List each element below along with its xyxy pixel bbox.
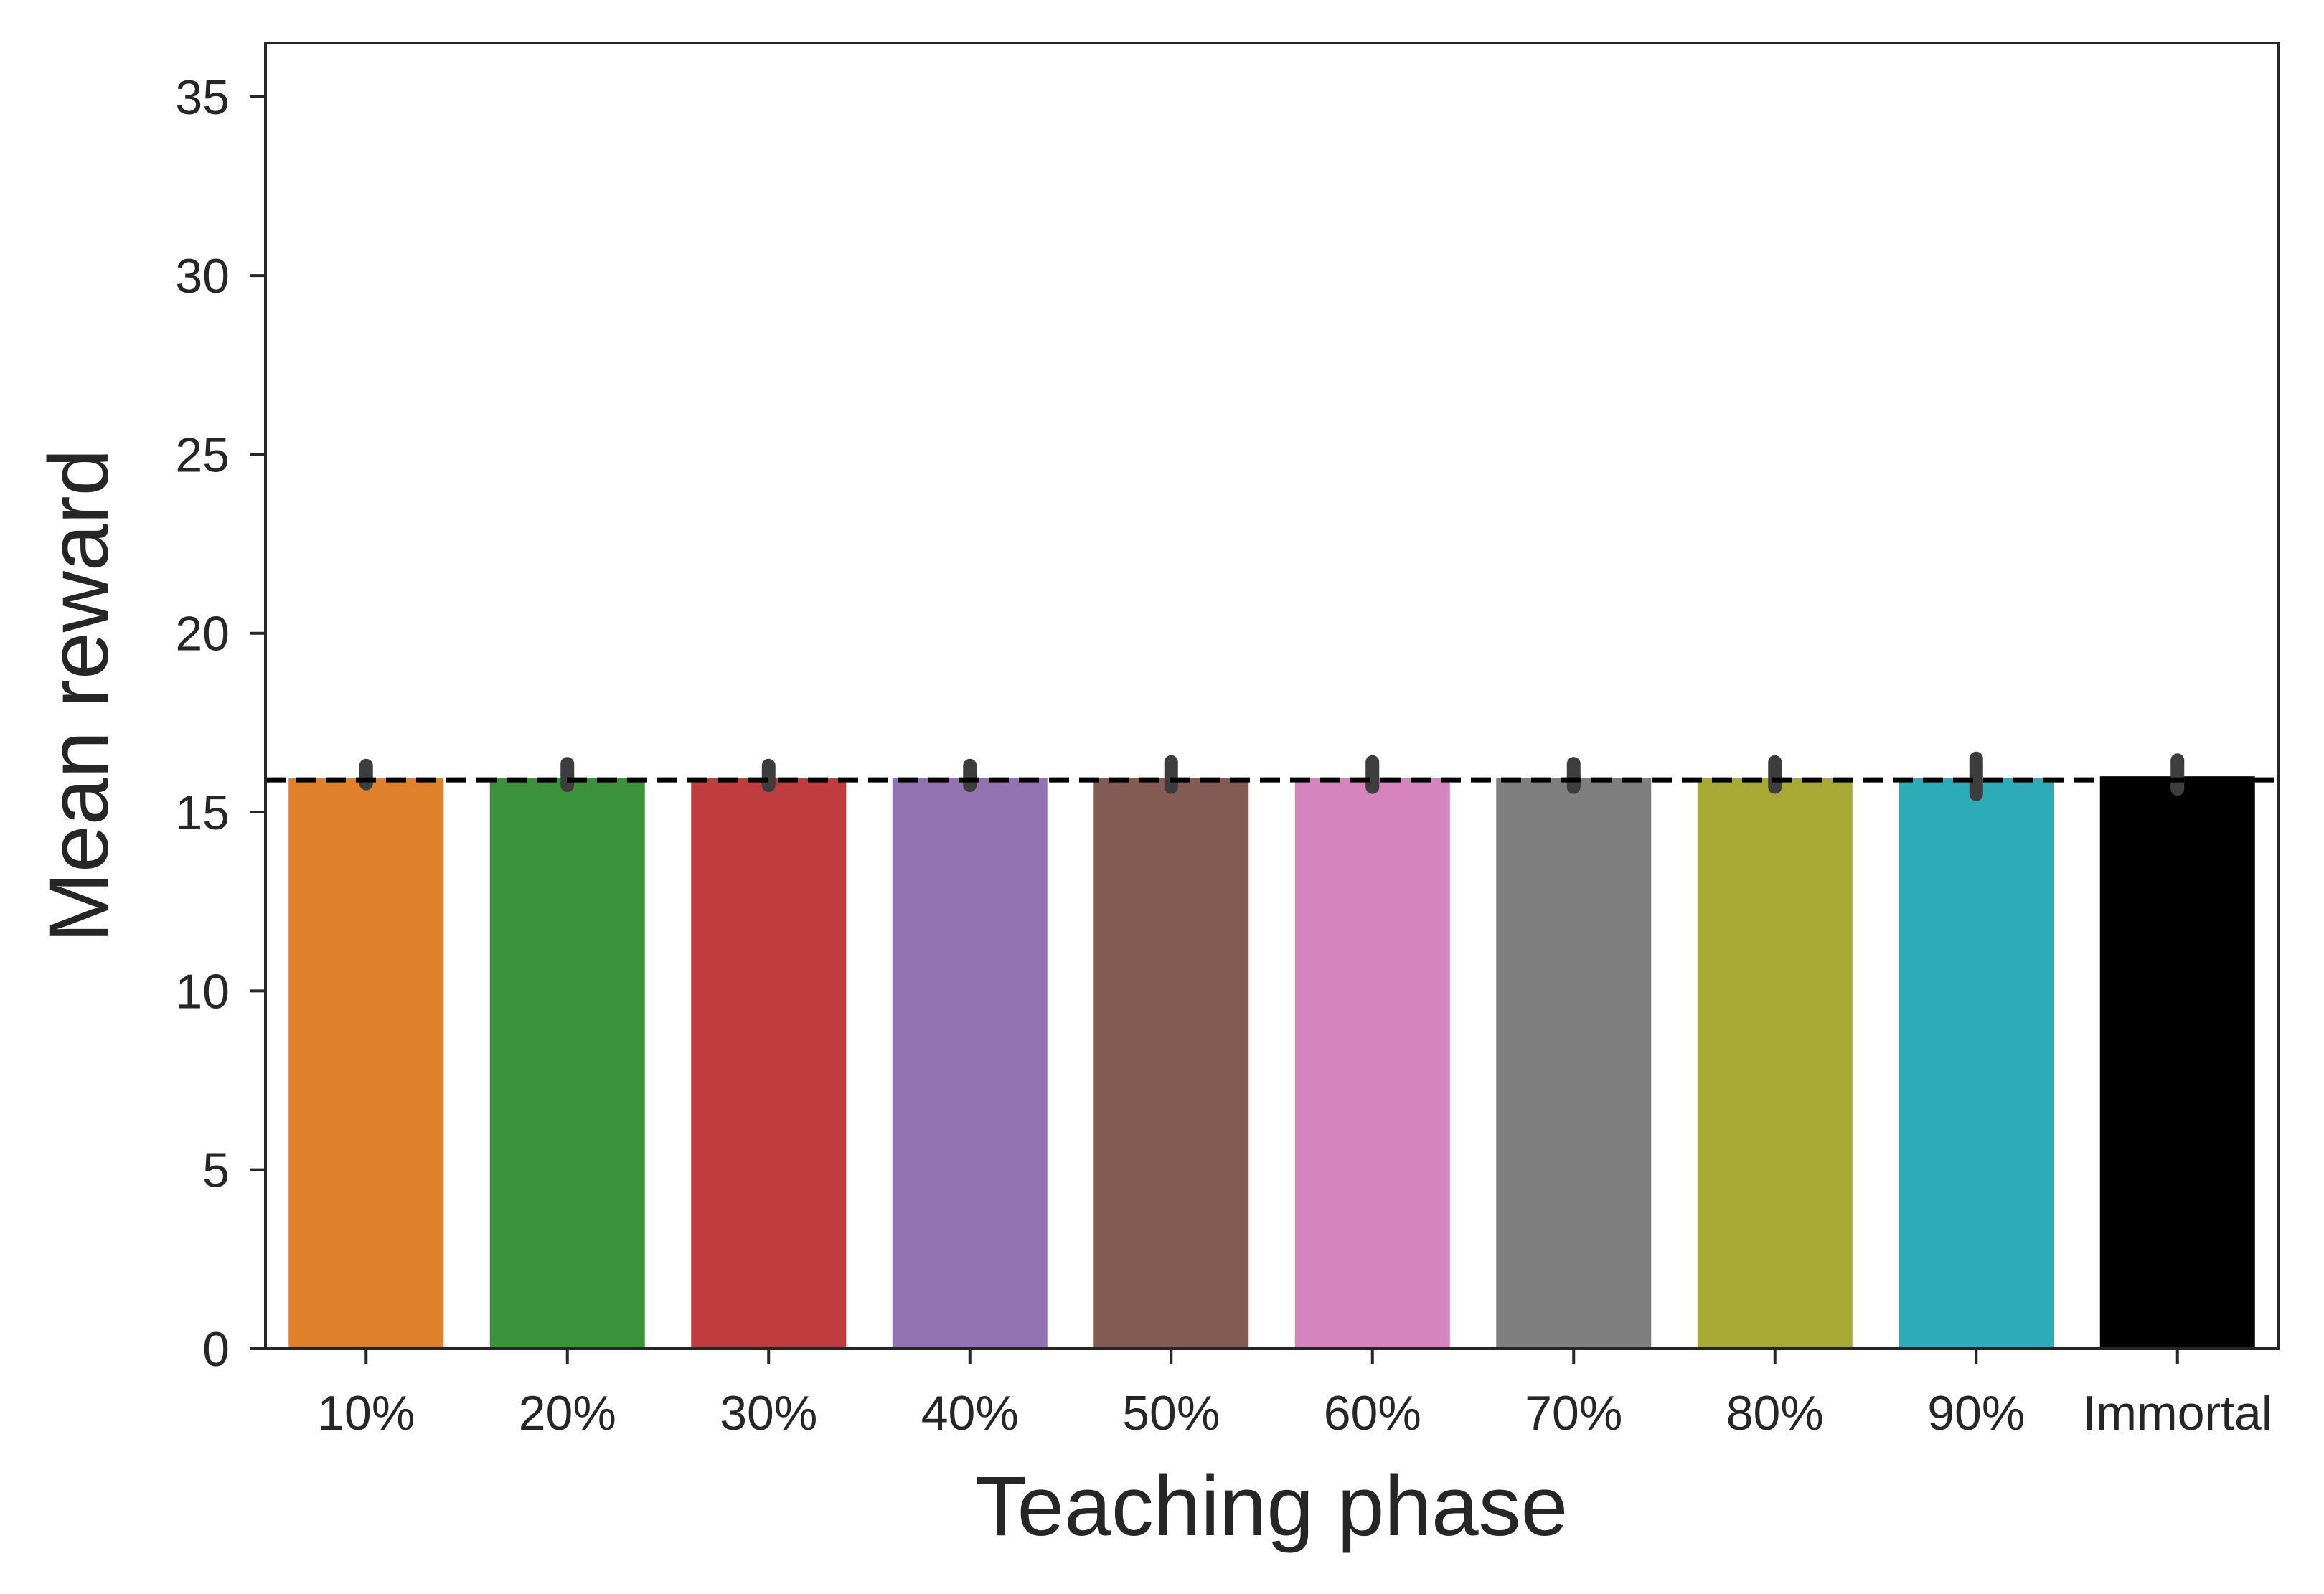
y-tick-label-0: 0 [202, 1322, 230, 1377]
bar-2 [691, 778, 847, 1349]
y-tick-label-5: 25 [175, 428, 230, 482]
bar-6 [1496, 778, 1652, 1349]
bar-5 [1294, 778, 1450, 1349]
x-tick-label-1: 20% [519, 1386, 616, 1440]
bar-3 [892, 778, 1048, 1349]
bar-1 [489, 778, 645, 1349]
bar-7 [1697, 778, 1853, 1349]
y-tick-label-1: 5 [202, 1143, 230, 1198]
bars-group [288, 776, 2255, 1349]
y-tick-label-3: 15 [175, 786, 230, 840]
y-tick-label-6: 30 [175, 249, 230, 303]
x-axis-label: Teaching phase [975, 1459, 1568, 1554]
x-tick-label-9: Immortal [2083, 1386, 2272, 1440]
bar-8 [1899, 778, 2054, 1349]
error-bars-group [359, 751, 2185, 801]
y-axis: 0 5 10 15 20 25 30 35 [175, 70, 265, 1377]
y-tick-label-7: 35 [175, 70, 230, 125]
x-tick-label-4: 50% [1122, 1386, 1220, 1440]
x-axis: 10% 20% 30% 40% 50% 60% 70% 80% 90% Immortal [317, 1349, 2272, 1440]
y-tick-label-4: 20 [175, 607, 230, 661]
x-tick-label-2: 30% [720, 1386, 817, 1440]
bar-4 [1093, 778, 1249, 1349]
x-tick-label-7: 80% [1726, 1386, 1824, 1440]
y-tick-label-2: 10 [175, 964, 230, 1019]
x-tick-label-8: 90% [1927, 1386, 2025, 1440]
x-tick-label-3: 40% [921, 1386, 1019, 1440]
plot-frame [264, 42, 2280, 1350]
y-axis-label: Mean reward [32, 449, 126, 943]
x-tick-label-5: 60% [1324, 1386, 1421, 1440]
bar-0 [288, 778, 444, 1349]
bar-9 [2099, 776, 2255, 1349]
x-tick-label-0: 10% [317, 1386, 415, 1440]
x-tick-label-6: 70% [1525, 1386, 1622, 1440]
